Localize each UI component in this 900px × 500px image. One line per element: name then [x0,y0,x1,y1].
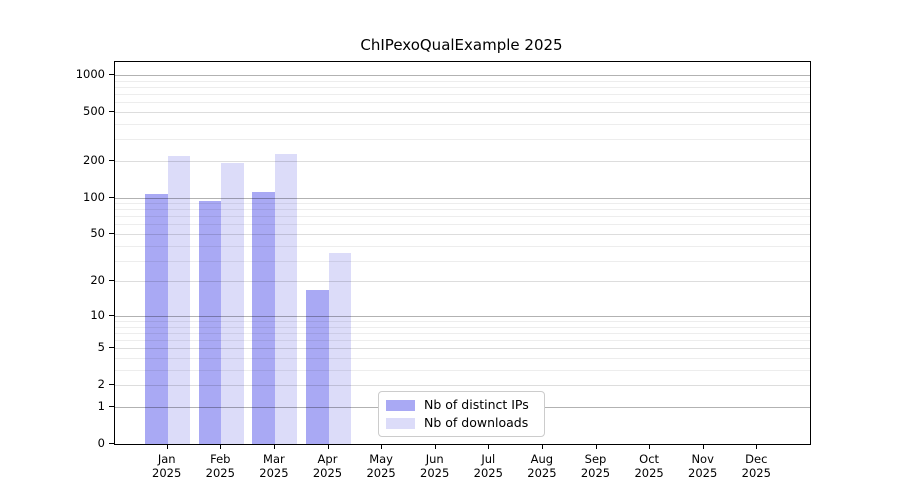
x-tick-label-month: Sep [584,452,607,466]
x-tick-label-year: 2025 [205,466,235,480]
bar-downloads [328,252,351,444]
x-tick-mark [327,445,329,449]
y-tick-label: 2 [97,377,105,392]
legend-label-distinct-ips: Nb of distinct IPs [424,397,529,412]
x-tick-mark [434,445,436,449]
y-tick-mark [109,443,114,444]
y-tick-label: 1 [97,399,105,413]
x-tick-label-year: 2025 [259,466,289,480]
y-tick-mark [109,159,114,161]
bar-distinct-ips [145,193,168,444]
x-tick-label-month: Feb [210,452,231,466]
x-tick-mark [756,445,758,449]
x-tick-label-year: 2025 [312,466,343,480]
x-tick-label-year: 2025 [366,466,396,480]
x-tick-label-year: 2025 [580,466,611,480]
legend-item-distinct-ips: Nb of distinct IPs [379,398,544,412]
x-tick-label: Mar 2025 [247,452,301,480]
legend-swatch-downloads [386,417,415,429]
x-tick-label: Sep 2025 [569,452,623,480]
x-tick-mark [166,445,168,449]
x-tick-label-month: Jan [157,452,176,466]
x-tick-label-year: 2025 [741,466,771,480]
x-tick-mark [273,445,275,449]
x-tick-label: Jul 2025 [461,452,515,480]
x-tick-label-year: 2025 [688,466,718,480]
y-tick-mark [109,280,114,282]
y-tick-mark [109,347,114,349]
x-tick-label-month: Jun [425,452,444,466]
x-tick-mark [649,445,651,449]
x-tick-label: Oct 2025 [622,452,676,480]
x-tick-mark [541,445,543,449]
y-tick-label: 100 [83,189,105,204]
bars-layer [115,62,810,444]
bar-downloads [274,153,298,444]
x-tick-label: Nov 2025 [676,452,730,480]
y-tick-mark [109,110,114,112]
plot-area [114,61,811,445]
x-tick-label-year: 2025 [634,466,664,480]
x-tick-label-year: 2025 [152,466,182,480]
y-tick-mark [109,314,114,316]
y-tick-label: 20 [90,273,105,288]
x-tick-label-month: Aug [530,452,554,466]
y-tick-label: 200 [83,152,105,167]
x-tick-label-year: 2025 [420,466,450,480]
x-tick-mark [595,445,597,449]
legend-swatch-distinct-ips [386,399,415,411]
x-tick-mark [220,445,222,449]
x-tick-label: May 2025 [354,452,408,480]
bar-downloads [167,155,191,444]
y-tick-label: 10 [90,307,105,322]
chart-title: ChIPexoQualExample 2025 [360,36,563,54]
x-tick-label-month: May [369,452,393,466]
y-tick-label: 50 [90,226,105,240]
x-tick-label-month: Apr [317,452,338,466]
bar-distinct-ips [306,289,329,444]
legend-item-downloads: Nb of downloads [379,416,544,430]
x-tick-label: Feb 2025 [193,452,247,480]
x-tick-label-month: Mar [263,452,285,466]
legend-label-downloads: Nb of downloads [424,415,529,430]
legend: Nb of distinct IPs Nb of downloads [378,391,545,437]
x-tick-label: Jan 2025 [140,452,194,480]
x-tick-label: Jun 2025 [408,452,462,480]
x-tick-label: Aug 2025 [515,452,569,480]
y-tick-label: 1000 [75,67,105,81]
x-tick-mark [702,445,704,449]
y-tick-mark [109,74,114,75]
x-tick-mark [488,445,490,449]
x-tick-label-year: 2025 [473,466,503,480]
y-tick-mark [109,233,114,234]
x-tick-label-month: Nov [691,452,714,466]
y-tick-mark [109,196,114,198]
x-tick-label: Apr 2025 [301,452,355,480]
y-tick-mark [109,384,114,386]
bar-distinct-ips [198,200,222,444]
x-tick-label-month: Dec [745,452,768,466]
x-tick-label: Dec 2025 [729,452,783,480]
y-tick-mark [109,406,114,407]
x-tick-label-year: 2025 [527,466,557,480]
y-tick-label: 500 [83,103,105,118]
y-tick-label: 5 [97,340,105,355]
bar-distinct-ips [252,192,275,444]
bar-downloads [221,162,244,444]
x-tick-mark [381,445,383,449]
y-tick-label: 0 [97,436,105,450]
x-tick-label-month: Jul [481,452,496,466]
x-tick-label-month: Oct [639,452,660,466]
